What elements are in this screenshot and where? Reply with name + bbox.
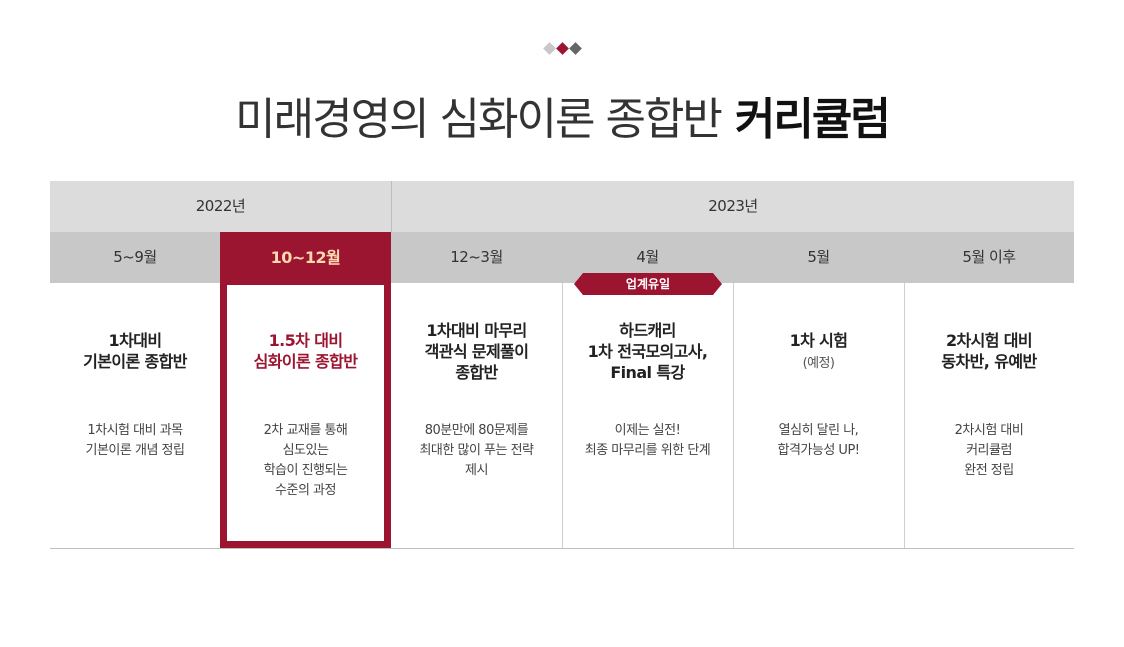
column-heading: 1차대비 마무리 객관식 문제풀이 종합반 — [391, 320, 562, 383]
desc-line: 완전 정립 — [964, 463, 1014, 478]
title-bold: 커리큘럼 — [734, 94, 891, 145]
heading-line: 하드캐리 — [619, 321, 676, 340]
column-heading: 하드캐리 1차 전국모의고사, Final 특강 — [562, 320, 733, 383]
desc-line: 기본이론 개념 정립 — [85, 443, 185, 458]
desc-line: 2차 교재를 통해 — [263, 423, 348, 438]
column-3: 1차대비 마무리 객관식 문제풀이 종합반 80분만에 80문제를 최대한 많이… — [391, 283, 562, 548]
heading-line: 기본이론 종합반 — [83, 352, 187, 371]
year-row: 2022년 2023년 — [50, 181, 1074, 232]
desc-line: 제시 — [465, 463, 488, 478]
column-desc: 80분만에 80문제를 최대한 많이 푸는 전략 제시 — [391, 421, 562, 481]
month-5-after: 5월 이후 — [962, 248, 1016, 266]
heading-line: 1차 시험 — [789, 331, 848, 350]
column-heading: 1차 시험 (예정) — [733, 330, 904, 374]
month-row: 5~9월 12~3월 4월 5월 5월 이후 — [50, 232, 1074, 283]
month-5: 5월 — [807, 248, 830, 266]
heading-line: 2차시험 대비 — [945, 331, 1033, 350]
column-5: 1차 시험 (예정) 열심히 달린 나, 합격가능성 UP! — [733, 283, 904, 548]
heading-line: 1차 전국모의고사, — [587, 342, 708, 361]
column-desc: 2차시험 대비 커리큘럼 완전 정립 — [904, 421, 1074, 481]
desc-line: 2차시험 대비 — [954, 423, 1024, 438]
desc-line: 최대한 많이 푸는 전략 — [419, 443, 534, 458]
heading-line: 심화이론 종합반 — [253, 352, 358, 371]
column-1: 1차대비 기본이론 종합반 1차시험 대비 과목 기본이론 개념 정립 — [50, 283, 220, 548]
decorative-dots — [0, 42, 1124, 55]
month-10-12: 10~12월 — [270, 248, 341, 267]
desc-line: 80분만에 80문제를 — [424, 423, 529, 438]
year-divider — [391, 181, 392, 232]
column-desc: 열심히 달린 나, 합격가능성 UP! — [733, 421, 904, 461]
heading-line: 1차대비 마무리 — [426, 321, 527, 340]
column-2: 1.5차 대비 심화이론 종합반 2차 교재를 통해 심도있는 학습이 진행되는… — [220, 283, 391, 548]
column-6: 2차시험 대비 동차반, 유예반 2차시험 대비 커리큘럼 완전 정립 — [904, 283, 1074, 548]
column-desc: 이제는 실전! 최종 마무리를 위한 단계 — [562, 421, 733, 461]
desc-line: 학습이 진행되는 — [263, 463, 348, 478]
month-4: 4월 — [636, 248, 659, 266]
column-heading: 1.5차 대비 심화이론 종합반 — [220, 330, 391, 372]
month-5-9: 5~9월 — [113, 248, 157, 266]
column-4: 하드캐리 1차 전국모의고사, Final 특강 이제는 실전! 최종 마무리를… — [562, 283, 733, 548]
desc-line: 최종 마무리를 위한 단계 — [584, 443, 711, 458]
month-12-3: 12~3월 — [450, 248, 503, 266]
highlight-inner — [227, 285, 384, 541]
column-divider — [733, 283, 734, 548]
title-light: 미래경영의 심화이론 종합반 — [235, 94, 723, 145]
column-divider — [562, 283, 563, 548]
heading-sub: (예정) — [802, 356, 835, 371]
year-2023: 2023년 — [708, 197, 758, 215]
column-heading: 2차시험 대비 동차반, 유예반 — [904, 330, 1074, 372]
desc-line: 합격가능성 UP! — [777, 443, 861, 458]
desc-line: 심도있는 — [282, 443, 329, 458]
desc-line: 수준의 과정 — [275, 483, 336, 498]
year-2022: 2022년 — [195, 197, 246, 215]
heading-line: 종합반 — [455, 363, 498, 382]
curriculum-table: 2022년 2023년 5~9월 12~3월 4월 5월 5월 이후 10~12… — [50, 181, 1074, 549]
diamond-icon-dark — [568, 42, 582, 55]
highlight-column: 10~12월 — [220, 232, 391, 548]
heading-line: 1.5차 대비 — [268, 331, 343, 350]
desc-line: 커리큘럼 — [966, 443, 1012, 458]
heading-line: Final 특강 — [610, 363, 685, 382]
heading-line: 1차대비 — [108, 331, 163, 350]
column-desc: 2차 교재를 통해 심도있는 학습이 진행되는 수준의 과정 — [220, 421, 391, 501]
page-title: 미래경영의 심화이론 종합반 커리큘럼 — [0, 88, 1124, 152]
column-divider — [904, 283, 905, 548]
column-heading: 1차대비 기본이론 종합반 — [50, 330, 220, 372]
diamond-icon-red — [555, 42, 569, 55]
desc-line: 이제는 실전! — [614, 423, 681, 438]
diamond-icon-gray — [542, 42, 556, 55]
heading-line: 동차반, 유예반 — [941, 352, 1037, 371]
desc-line: 1차시험 대비 과목 — [87, 423, 183, 438]
desc-line: 열심히 달린 나, — [778, 423, 859, 438]
exclusive-badge: 업계유일 — [574, 273, 722, 295]
heading-line: 객관식 문제풀이 — [424, 342, 529, 361]
column-desc: 1차시험 대비 과목 기본이론 개념 정립 — [50, 421, 220, 461]
